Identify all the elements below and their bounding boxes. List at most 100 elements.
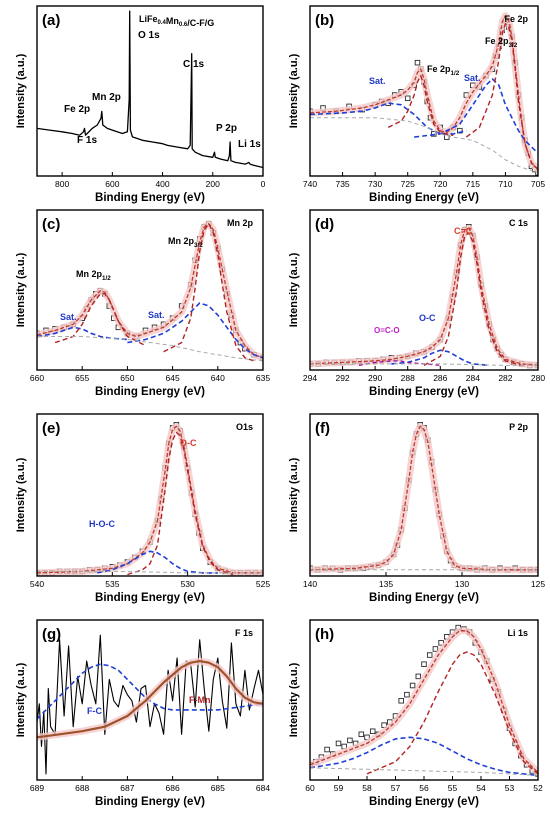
x-tick-label: 57 bbox=[391, 783, 401, 793]
series-component-red bbox=[423, 232, 522, 367]
x-axis-label: Binding Energy (eV) bbox=[95, 386, 205, 398]
x-axis-label: Binding Energy (eV) bbox=[369, 592, 479, 604]
x-tick-label: 292 bbox=[335, 373, 349, 383]
data-point bbox=[398, 698, 404, 704]
plot-frame bbox=[309, 209, 539, 371]
x-tick-label: 660 bbox=[30, 373, 44, 383]
series-component-red bbox=[366, 651, 538, 775]
plot-area-c bbox=[37, 220, 263, 362]
x-tick-label: 684 bbox=[256, 783, 270, 793]
panel-tag: (e) bbox=[42, 420, 60, 437]
peak-label: Fe 2p bbox=[64, 104, 90, 115]
x-tick-label: 125 bbox=[531, 579, 545, 589]
data-point bbox=[415, 673, 422, 680]
y-axis-label: Intensity (a.u.) bbox=[15, 252, 27, 327]
x-tick-label: 535 bbox=[105, 579, 119, 589]
x-tick-label: 686 bbox=[166, 783, 180, 793]
series-background bbox=[310, 767, 538, 776]
x-axis-label: Binding Energy (eV) bbox=[369, 192, 479, 204]
series-background bbox=[310, 117, 538, 174]
x-tick-label: 525 bbox=[256, 579, 270, 589]
plot-area-g bbox=[37, 634, 263, 775]
x-axis-label: Binding Energy (eV) bbox=[369, 796, 479, 808]
series-component-blue bbox=[97, 550, 218, 574]
panel-tag: (d) bbox=[315, 216, 334, 233]
x-tick-label: 740 bbox=[303, 179, 317, 189]
x-tick-label: 800 bbox=[55, 179, 69, 189]
series-component-brown bbox=[37, 659, 263, 739]
y-axis-label: Intensity (a.u.) bbox=[288, 53, 300, 128]
peak-label: F 1s bbox=[77, 135, 97, 146]
series-envelope bbox=[310, 630, 538, 773]
panel-title: Mn 2p bbox=[227, 218, 254, 228]
x-tick-label: 284 bbox=[466, 373, 480, 383]
panel-tag: (f) bbox=[315, 420, 330, 437]
series-noisy bbox=[37, 634, 263, 775]
peak-label: O-C bbox=[180, 438, 197, 448]
panel-f: 140 135 130 125 Binding Energy (eV) Intensity… bbox=[288, 413, 545, 604]
series-shade bbox=[310, 224, 538, 369]
panel-tag: (a) bbox=[42, 12, 60, 29]
series-shade bbox=[310, 627, 538, 776]
series-envelope bbox=[37, 223, 263, 359]
series-component-blue bbox=[37, 663, 263, 720]
panel-a: 800 600 400 200 0 Binding Energy (eV) Intensit… bbox=[15, 5, 266, 204]
data-point bbox=[347, 737, 353, 744]
y-axis-label: Intensity (a.u.) bbox=[15, 662, 27, 737]
series-component-blue bbox=[127, 302, 263, 359]
x-tick-label: 645 bbox=[166, 373, 180, 383]
plot-area-h bbox=[310, 624, 538, 777]
series-envelope bbox=[310, 425, 538, 571]
series-shade bbox=[310, 422, 538, 574]
x-tick-label: 135 bbox=[379, 579, 393, 589]
x-tick-label: 640 bbox=[211, 373, 225, 383]
panel-title: F 1s bbox=[235, 628, 253, 638]
peak-label: H-O-C bbox=[89, 519, 115, 529]
series-component-blue bbox=[391, 349, 490, 367]
x-axis-label: Binding Energy (eV) bbox=[95, 192, 205, 204]
x-tick-label: 689 bbox=[30, 783, 44, 793]
data-point bbox=[324, 746, 330, 753]
plot-area-f bbox=[310, 422, 538, 574]
x-tick-label: 290 bbox=[368, 373, 382, 383]
x-tick-label: 286 bbox=[433, 373, 447, 383]
series-component-red bbox=[163, 222, 255, 362]
series-component-blue bbox=[414, 78, 538, 154]
x-tick-label: 688 bbox=[75, 783, 89, 793]
plot-frame bbox=[309, 5, 539, 177]
data-point bbox=[409, 682, 416, 689]
series-component-blue bbox=[37, 326, 128, 341]
y-axis-label: Intensity (a.u.) bbox=[15, 53, 27, 128]
series-background bbox=[37, 336, 263, 362]
data-point bbox=[414, 59, 421, 66]
x-tick-label: 635 bbox=[256, 373, 270, 383]
plot-area-d bbox=[310, 224, 538, 369]
x-tick-label: 130 bbox=[455, 579, 469, 589]
peak-label: O 1s bbox=[138, 30, 160, 41]
peak-label: Sat. bbox=[148, 310, 165, 320]
peak-label: C=C bbox=[454, 226, 473, 236]
x-tick-label: 282 bbox=[498, 373, 512, 383]
panel-d: 294 292 290 288 286 284 282 280 Binding Energy (… bbox=[288, 209, 545, 398]
panel-tag: (g) bbox=[42, 626, 61, 643]
plot-area-e bbox=[37, 422, 263, 576]
peak-label: F-Mn bbox=[189, 695, 211, 705]
series-component-red bbox=[127, 431, 234, 576]
panel-title: P 2p bbox=[509, 422, 528, 432]
x-tick-label: 735 bbox=[335, 179, 349, 189]
x-tick-label: 53 bbox=[505, 783, 515, 793]
x-tick-label: 200 bbox=[206, 179, 220, 189]
panel-title: Li 1s bbox=[507, 628, 528, 638]
plot-area-a bbox=[37, 10, 263, 169]
x-tick-label: 55 bbox=[448, 783, 458, 793]
y-axis-label: Intensity (a.u.) bbox=[15, 457, 27, 532]
x-tick-label: 400 bbox=[155, 179, 169, 189]
series-survey bbox=[37, 10, 263, 169]
panel-tag: (c) bbox=[42, 216, 60, 233]
x-tick-label: 56 bbox=[419, 783, 429, 793]
panel-title: C 1s bbox=[509, 218, 528, 228]
x-axis-label: Binding Energy (eV) bbox=[369, 386, 479, 398]
x-tick-label: 54 bbox=[476, 783, 486, 793]
data-point bbox=[335, 740, 342, 747]
